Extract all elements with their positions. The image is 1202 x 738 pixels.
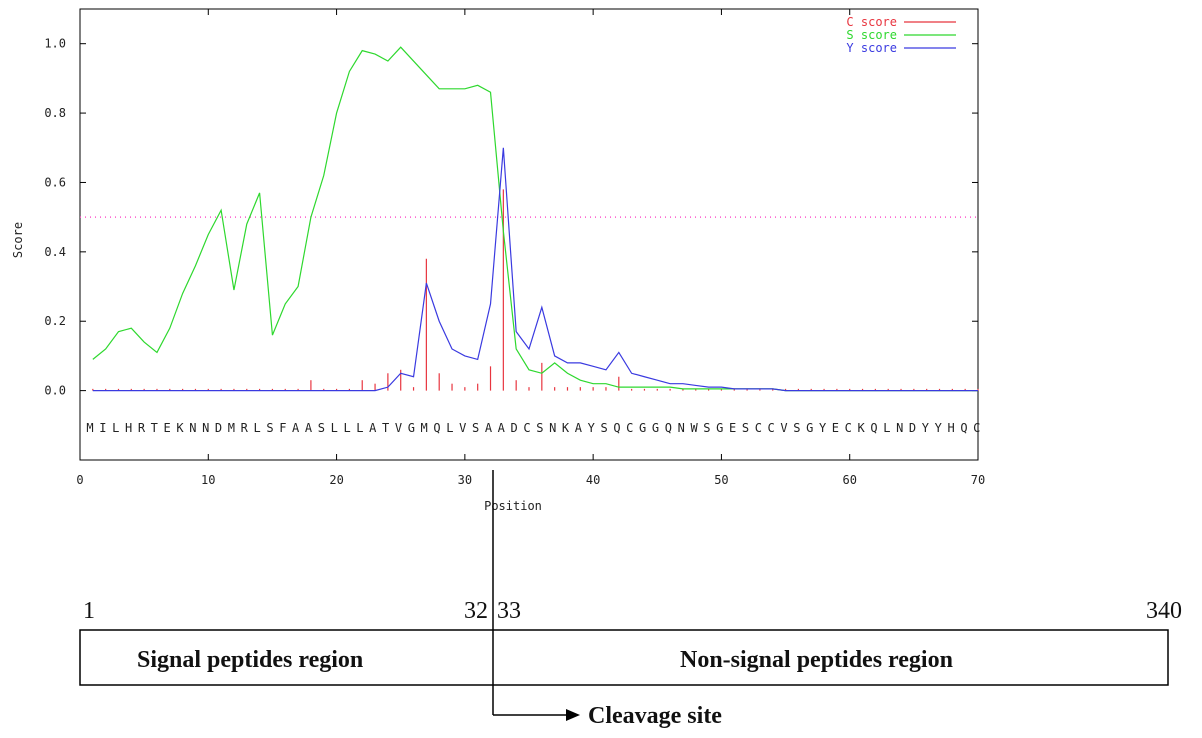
y-axis-label: Score [11,222,25,258]
start-label: 1 [83,598,95,624]
x-tick-label: 70 [971,473,985,487]
signal-region-label: Signal peptides region [137,647,363,673]
legend-label: Y score [846,41,897,55]
y-tick-label: 0.8 [44,106,66,120]
y-tick-label: 0.4 [44,245,66,259]
plot-frame [80,9,978,460]
x-tick-label: 40 [586,473,600,487]
x-tick-label: 30 [458,473,472,487]
non-signal-region-label: Non-signal peptides region [680,647,953,673]
score-line [93,148,978,391]
x-tick-label: 0 [76,473,83,487]
y-tick-label: 0.0 [44,384,66,398]
x-tick-label: 10 [201,473,215,487]
x-tick-label: 50 [714,473,728,487]
sequence: MILHRTEKNNDMRLSFAASLLLATVGMQLVSAADCSNKAY… [86,421,980,435]
end-label: 340 [1146,598,1182,624]
arrow-head [566,709,580,721]
y-tick-label: 0.6 [44,175,66,189]
y-tick-label: 0.2 [44,314,66,328]
y-tick-label: 1.0 [44,37,66,51]
page: Position Score 1 32 33 340 Signal peptid… [0,0,1202,738]
right-start-label: 33 [497,598,521,624]
x-tick-label: 20 [329,473,343,487]
legend-label: S score [846,28,897,42]
figure: Position Score 1 32 33 340 Signal peptid… [0,0,1202,738]
left-end-label: 32 [464,598,488,624]
x-tick-label: 60 [842,473,856,487]
legend-label: C score [846,15,897,29]
cleavage-site-label: Cleavage site [588,703,722,729]
score-line [93,47,978,390]
